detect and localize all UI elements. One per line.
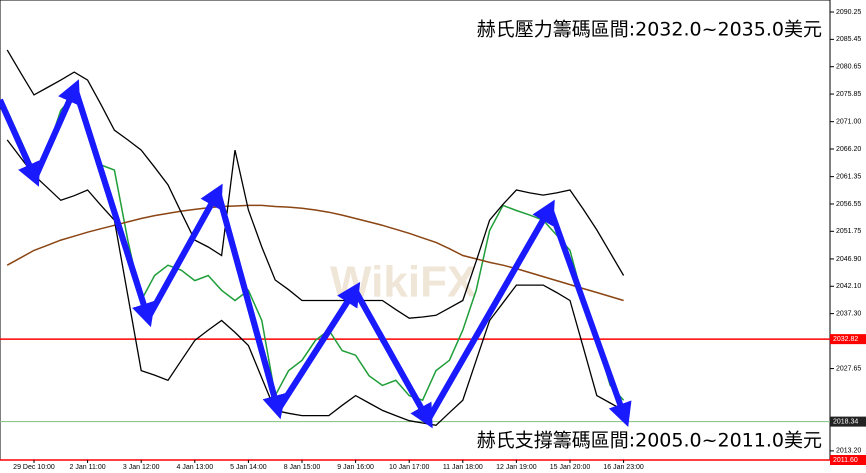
y-tick-label: 2061.35	[836, 173, 861, 180]
support-note: 赫氏支撐籌碼區間:2005.0~2011.0美元	[477, 430, 822, 452]
level-label-box	[830, 455, 866, 465]
y-tick-label: 2066.20	[836, 146, 861, 153]
x-tick-label: 2 Jan 11:00	[70, 464, 106, 471]
plot-area	[0, 0, 831, 461]
y-tick-label: 2046.90	[836, 256, 861, 263]
y-tick-label: 2075.85	[836, 91, 861, 98]
trend-arrow	[72, 87, 156, 328]
y-tick-label: 2090.25	[836, 9, 861, 16]
x-tick-label: 5 Jan 14:00	[230, 464, 267, 471]
y-tick-label: 2080.65	[836, 64, 861, 71]
trend-arrow	[215, 191, 286, 420]
series-line	[6, 49, 625, 319]
x-tick-label: 29 Dec 10:00	[13, 464, 55, 471]
x-tick-label: 4 Jan 13:00	[177, 464, 214, 471]
trend-arrow	[0, 98, 41, 187]
level-label: 2011.60	[833, 457, 858, 464]
series-line	[6, 93, 625, 402]
x-tick-label: 16 Jan 23:00	[603, 464, 644, 471]
y-tick-label: 2042.10	[836, 283, 861, 290]
y-tick-label: 2085.45	[836, 36, 861, 43]
trend-arrow	[32, 79, 81, 180]
y-tick-label: 2013.20	[836, 448, 861, 455]
x-tick-label: 8 Jan 15:00	[284, 464, 321, 471]
level-label-box	[830, 334, 866, 345]
level-label: 2032.82	[833, 336, 858, 343]
y-tick-label: 2071.00	[836, 119, 861, 126]
level-label-box	[830, 416, 866, 427]
series-line	[6, 204, 624, 302]
x-tick-label: 10 Jan 17:00	[389, 464, 430, 471]
resistance-note: 赫氏壓力籌碼區間:2032.0~2035.0美元	[477, 19, 822, 41]
trend-arrow	[145, 183, 223, 320]
y-tick-label: 2051.75	[836, 228, 861, 235]
x-tick-label: 3 Jan 12:00	[123, 464, 160, 471]
x-tick-label: 9 Jan 16:00	[337, 464, 374, 471]
y-tick-label: 2037.30	[836, 310, 861, 317]
series-line	[6, 139, 624, 426]
x-tick-label: 12 Jan 19:00	[496, 464, 537, 471]
y-tick-label: 2056.55	[836, 201, 861, 208]
x-tick-label: 15 Jan 20:00	[550, 464, 591, 471]
x-tick-label: 11 Jan 18:00	[443, 464, 483, 471]
level-label: 2018.34	[833, 418, 858, 425]
trend-arrow	[425, 199, 555, 422]
trend-arrow	[275, 281, 361, 412]
trend-arrow	[352, 288, 433, 429]
y-tick-label: 2027.65	[836, 365, 861, 372]
